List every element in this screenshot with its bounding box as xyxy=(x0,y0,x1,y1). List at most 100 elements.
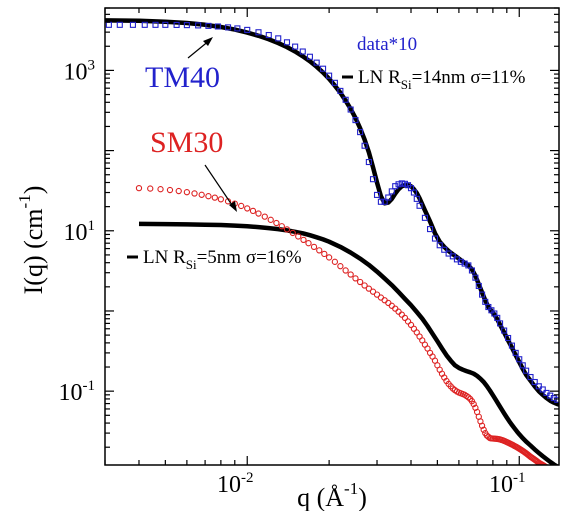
data-point xyxy=(205,193,212,200)
data-point xyxy=(398,180,405,187)
series-label-sm30: SM30 xyxy=(150,126,223,159)
data-point xyxy=(357,129,364,136)
data-point xyxy=(480,426,487,433)
data-point xyxy=(388,302,395,309)
data-point xyxy=(217,196,225,203)
plot-frame xyxy=(104,7,560,466)
data-point xyxy=(553,472,558,477)
data-point xyxy=(465,394,472,401)
data-point xyxy=(519,362,526,369)
data-point xyxy=(549,468,554,473)
data-point xyxy=(549,469,554,474)
data-point xyxy=(173,21,180,28)
legend-fit-sm30-text: LN RSi=5nm σ=16% xyxy=(143,247,302,272)
data-point xyxy=(516,356,523,363)
y-tick-label: 103 xyxy=(64,57,96,85)
data-point xyxy=(234,25,241,32)
data-point xyxy=(527,373,534,381)
data-point xyxy=(214,23,221,30)
data-point xyxy=(377,198,384,205)
data-point xyxy=(105,21,112,28)
data-point xyxy=(413,195,420,202)
data-point xyxy=(555,473,560,478)
data-point xyxy=(482,298,489,305)
data-point xyxy=(275,35,282,42)
data-point xyxy=(195,22,202,29)
data-point xyxy=(361,282,368,289)
data-point xyxy=(461,260,468,267)
data-point xyxy=(300,236,307,244)
data-point xyxy=(547,467,552,472)
data-point xyxy=(401,314,409,322)
data-point xyxy=(535,383,542,390)
data-point xyxy=(554,472,559,477)
data-point xyxy=(299,48,306,55)
data-point xyxy=(427,226,434,233)
data-point xyxy=(388,188,395,195)
data-point xyxy=(289,229,296,237)
x-axis-label: q (Å-1) xyxy=(297,479,367,511)
data-point xyxy=(551,470,556,475)
data-point xyxy=(554,396,559,403)
data-point xyxy=(273,219,280,227)
series-points-2 xyxy=(135,185,561,479)
data-point xyxy=(416,202,423,209)
data-point xyxy=(238,202,245,210)
data-point xyxy=(325,254,333,261)
data-point xyxy=(369,176,377,183)
data-point xyxy=(183,22,190,29)
data-point xyxy=(162,21,169,28)
data-point xyxy=(501,327,508,334)
y-tick-label: 101 xyxy=(64,218,96,246)
series-line-3 xyxy=(138,221,559,465)
data-point xyxy=(356,278,364,286)
data-point xyxy=(508,342,515,349)
data-point xyxy=(321,250,328,258)
data-point xyxy=(478,422,486,429)
data-point xyxy=(546,466,551,471)
data-point xyxy=(316,247,323,254)
data-point xyxy=(365,285,373,292)
data-point xyxy=(546,464,549,465)
data-point xyxy=(550,469,555,474)
data-point xyxy=(395,308,402,315)
legend-fit-tm40-text: LN RSi=14nm σ=11% xyxy=(358,67,526,92)
data-point xyxy=(365,158,372,166)
data-point xyxy=(385,299,392,307)
data-point xyxy=(404,318,412,325)
data-point xyxy=(523,367,530,374)
x-tick-label: 10-2 xyxy=(217,470,254,498)
data-point xyxy=(369,288,377,295)
data-point xyxy=(373,291,381,298)
data-point xyxy=(183,189,191,196)
axis-ticks xyxy=(104,7,559,465)
data-point xyxy=(292,43,299,50)
data-point xyxy=(283,39,291,46)
data-point xyxy=(337,263,344,270)
arrow-sm30 xyxy=(204,164,237,212)
data-point xyxy=(479,291,486,298)
data-point xyxy=(505,334,512,342)
series-note-tm40: data*10 xyxy=(357,34,417,55)
data-point xyxy=(147,185,154,192)
data-point xyxy=(166,186,174,194)
data-point xyxy=(392,183,399,190)
axis-labels: 10-2 10-1 103 101 10-1 q (Å-1) I(q) (cm-1) xyxy=(15,57,526,511)
data-point xyxy=(436,242,443,249)
data-point xyxy=(295,233,302,240)
data-point xyxy=(342,96,349,103)
data-point xyxy=(548,467,553,472)
data-point xyxy=(278,223,285,230)
data-point xyxy=(470,400,477,408)
data-point xyxy=(320,65,327,72)
data-point xyxy=(135,185,143,192)
data-point xyxy=(198,191,205,198)
data-point xyxy=(283,226,291,233)
data-point xyxy=(431,235,439,242)
data-point xyxy=(395,181,402,188)
data-point xyxy=(352,275,359,282)
data-point xyxy=(552,471,557,476)
data-point xyxy=(337,87,344,94)
data-point xyxy=(556,474,561,479)
data-point xyxy=(441,246,448,253)
